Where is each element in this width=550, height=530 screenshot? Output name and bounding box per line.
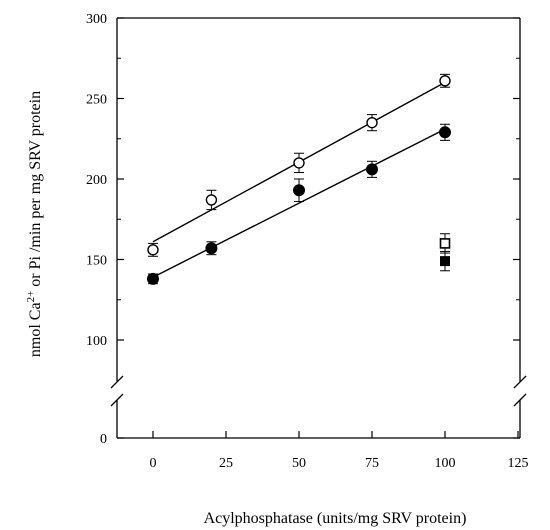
- data-point-open-circle: [439, 75, 451, 87]
- y-tick-label: 150: [86, 254, 107, 269]
- fit-line: [152, 128, 446, 278]
- x-tick-label: 0: [150, 456, 157, 471]
- data-point-filled-circle: [439, 126, 451, 139]
- data-point-filled-circle: [205, 242, 218, 255]
- data-point-open-square: [439, 238, 451, 249]
- y-tick-label: 0: [100, 432, 107, 447]
- x-tick-label: 125: [508, 456, 529, 471]
- x-axis-label: Acylphosphatase (units/mg SRV protein): [204, 510, 467, 527]
- data-point-open-circle: [147, 244, 159, 256]
- y-tick-label: 100: [86, 334, 107, 349]
- data-point-open-circle: [205, 194, 218, 206]
- data-point-open-circle: [293, 157, 305, 169]
- y-tick-label: 300: [86, 12, 107, 27]
- x-tick-label: 100: [435, 456, 456, 471]
- axis-break-mark-left-upper: [110, 375, 124, 389]
- axis-break-mark-right-upper: [513, 375, 527, 389]
- y-tick-label: 250: [86, 93, 107, 108]
- x-tick-label: 50: [292, 456, 306, 471]
- data-point-filled-square: [440, 256, 450, 267]
- plot-frame: [110, 17, 527, 439]
- data-point-filled-circle: [293, 184, 305, 197]
- axis-break-mark-right-lower: [513, 393, 527, 407]
- data-point-filled-circle: [366, 163, 378, 176]
- data-point-open-circle: [366, 116, 378, 129]
- x-tick-label: 75: [365, 456, 379, 471]
- y-tick-label: 200: [86, 173, 107, 188]
- y-axis-label: nmol Ca2+ or Pi /min per mg SRV protein: [25, 91, 44, 357]
- x-tick-label: 25: [219, 456, 233, 471]
- data-points: [147, 73, 451, 285]
- axis-ticks: 0 100 150 200 250 300 0 25 50 75 100 125: [86, 12, 529, 471]
- data-point-filled-circle: [147, 272, 159, 285]
- axis-break-mark-left-lower: [110, 393, 124, 407]
